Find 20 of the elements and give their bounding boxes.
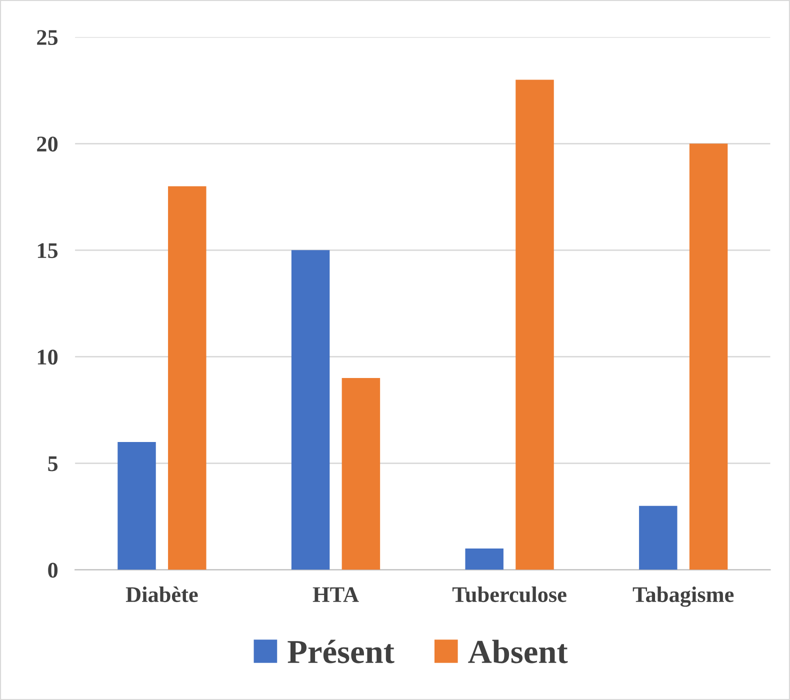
y-tick-label: 0 bbox=[48, 562, 58, 578]
x-tick-label: Tabagisme bbox=[632, 586, 734, 607]
legend-label: Présent bbox=[288, 640, 394, 664]
y-tick-label: 5 bbox=[48, 456, 58, 472]
x-tick-label: Tuberculose bbox=[452, 586, 566, 602]
bar bbox=[342, 378, 380, 570]
bar bbox=[168, 186, 206, 570]
y-tick-label: 15 bbox=[38, 243, 58, 258]
y-tick-label: 10 bbox=[38, 350, 58, 365]
bar bbox=[291, 250, 330, 570]
x-tick-label: Diabète bbox=[126, 586, 198, 602]
legend-label: Absent bbox=[468, 640, 568, 664]
bar bbox=[465, 548, 504, 570]
y-tick-label: 25 bbox=[37, 30, 58, 46]
bar bbox=[639, 506, 678, 570]
y-tick-label: 20 bbox=[37, 136, 58, 152]
bar bbox=[516, 80, 554, 570]
bar bbox=[689, 144, 728, 570]
x-tick-label: HTA bbox=[312, 587, 359, 602]
bar bbox=[118, 442, 156, 570]
